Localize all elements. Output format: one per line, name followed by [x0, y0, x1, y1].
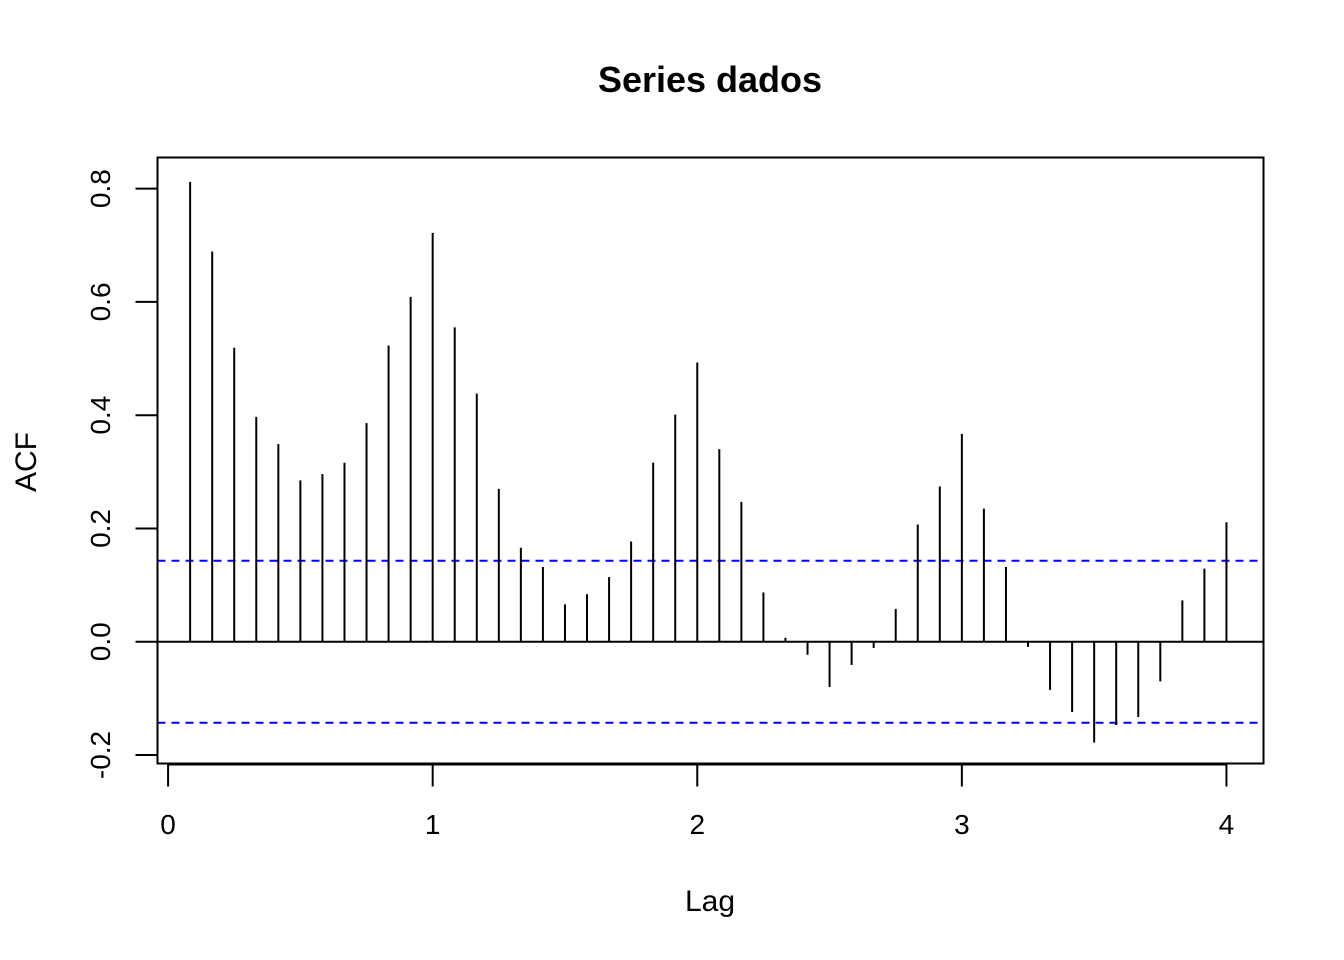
x-tick-label: 2 — [689, 809, 705, 840]
plot-frame — [156, 156, 1265, 765]
x-tick-label: 3 — [954, 809, 970, 840]
y-tick-label: 0.8 — [85, 169, 116, 208]
chart-title: Series dados — [598, 59, 822, 100]
y-tick-label: 0.6 — [85, 282, 116, 321]
x-tick-label: 4 — [1219, 809, 1235, 840]
y-tick-label: -0.2 — [85, 731, 116, 779]
confidence-bounds — [157, 559, 1264, 724]
x-axis: 0 1 2 3 4 — [160, 763, 1235, 840]
y-tick-label: 0.2 — [85, 509, 116, 548]
acf-bars — [157, 181, 1264, 743]
x-tick-label: 1 — [425, 809, 441, 840]
x-tick-label: 0 — [160, 809, 176, 840]
y-tick-label: 0.4 — [85, 396, 116, 435]
y-tick-label: 0.0 — [85, 622, 116, 661]
y-axis-label: ACF — [10, 432, 43, 492]
x-axis-label: Lag — [685, 885, 735, 918]
y-axis: -0.2 0.0 0.2 0.4 0.6 0.8 — [85, 169, 159, 779]
